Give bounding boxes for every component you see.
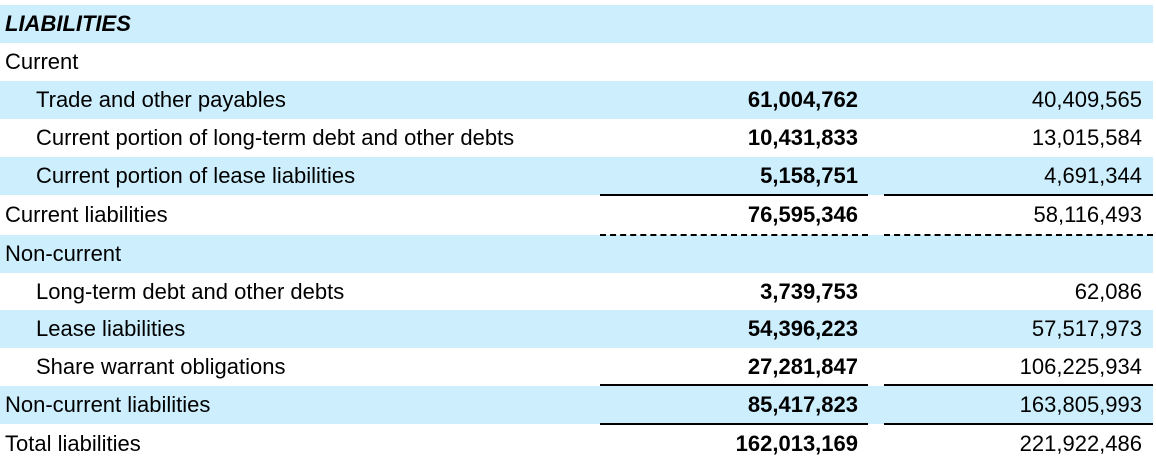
table-row: Long-term debt and other debts 3,739,753… [0, 273, 1153, 311]
prior-year-value: 106,225,934 [1019, 354, 1142, 379]
current-year-value: 162,013,169 [735, 431, 858, 456]
prior-year-value: 13,015,584 [1031, 125, 1142, 150]
current-year-value: 27,281,847 [747, 354, 858, 379]
subtotal-rule [600, 384, 868, 386]
current-year-value: 61,004,762 [747, 87, 858, 112]
table-row: Current portion of long-term debt and ot… [0, 119, 1153, 157]
heading-row: LIABILITIES [0, 5, 1153, 43]
row-label: Current liabilities [5, 202, 168, 227]
prior-year-value: 57,517,973 [1031, 316, 1142, 341]
table-row: Current [0, 43, 1153, 81]
subtotal-rule [884, 384, 1153, 386]
row-label: Non-current liabilities [5, 392, 211, 417]
row-label: Long-term debt and other debts [36, 279, 345, 304]
row-label: Current portion of lease liabilities [36, 163, 356, 188]
row-label: Share warrant obligations [36, 354, 286, 379]
current-year-value: 76,595,346 [747, 202, 858, 227]
current-year-value: 5,158,751 [760, 163, 858, 188]
subtotal-row: Current liabilities 76,595,346 58,116,49… [0, 196, 1153, 234]
current-year-value: 54,396,223 [747, 316, 858, 341]
table-row: Share warrant obligations 27,281,847 106… [0, 348, 1153, 386]
row-label: Lease liabilities [36, 316, 186, 341]
current-year-value: 85,417,823 [747, 392, 858, 417]
table-row: Trade and other payables 61,004,762 40,4… [0, 81, 1153, 119]
row-label: Trade and other payables [36, 87, 286, 112]
table-row: Lease liabilities 54,396,223 57,517,973 [0, 310, 1153, 348]
row-label: Current [5, 49, 79, 74]
table-row: Current portion of lease liabilities 5,1… [0, 157, 1153, 195]
subtotal-row: Non-current liabilities 85,417,823 163,8… [0, 386, 1153, 424]
subtotal-rule [600, 194, 868, 196]
row-label: Current portion of long-term debt and ot… [36, 125, 515, 150]
row-label: Non-current [5, 241, 122, 266]
total-rule [884, 423, 1153, 425]
total-rule [600, 423, 868, 425]
row-label: Total liabilities [5, 431, 141, 456]
prior-year-value: 163,805,993 [1019, 392, 1142, 417]
prior-year-value: 58,116,493 [1033, 202, 1142, 227]
prior-year-value: 40,409,565 [1031, 87, 1142, 112]
section-heading: LIABILITIES [5, 11, 131, 36]
prior-year-value: 4,691,344 [1044, 163, 1142, 188]
table-row: Non-current [0, 235, 1153, 273]
subtotal-dashed-rule [600, 234, 868, 236]
prior-year-value: 62,086 [1074, 279, 1142, 304]
subtotal-dashed-rule [884, 234, 1153, 236]
current-year-value: 3,739,753 [760, 279, 858, 304]
prior-year-value: 221,922,486 [1019, 431, 1142, 456]
subtotal-rule [884, 194, 1153, 196]
current-year-value: 10,431,833 [747, 125, 858, 150]
total-row: Total liabilities 162,013,169 221,922,48… [0, 425, 1153, 463]
